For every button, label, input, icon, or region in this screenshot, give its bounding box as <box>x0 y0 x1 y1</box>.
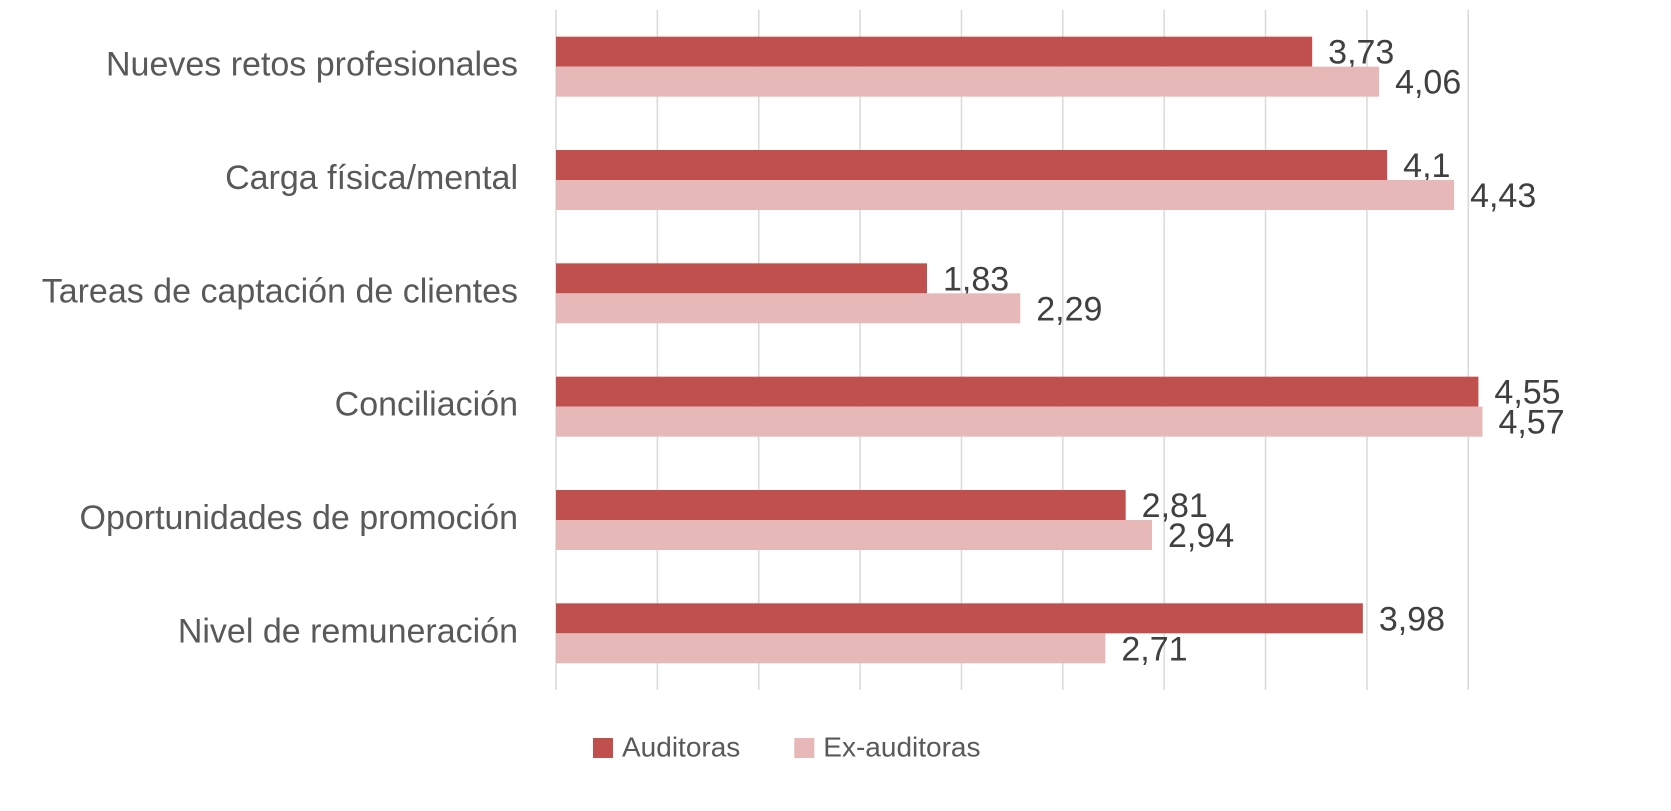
category-label: Nivel de remuneración <box>178 612 518 650</box>
bar <box>556 633 1106 664</box>
category-label: Carga física/mental <box>225 159 518 197</box>
bar <box>556 406 1483 437</box>
data-label: 2,71 <box>1121 630 1187 668</box>
data-label: 2,94 <box>1168 517 1234 555</box>
bar <box>556 36 1313 67</box>
legend-label: Ex-auditoras <box>823 731 980 762</box>
bar <box>556 263 927 294</box>
data-label: 4,43 <box>1470 177 1536 215</box>
bar <box>556 520 1153 550</box>
bar <box>556 603 1363 634</box>
category-label: Conciliación <box>335 386 518 424</box>
category-label: Nueves retos profesionales <box>106 46 518 84</box>
data-label: 4,55 <box>1494 374 1560 412</box>
legend-swatch <box>794 738 815 758</box>
data-label: 4,57 <box>1498 404 1564 442</box>
data-label: 2,29 <box>1036 290 1102 328</box>
data-label: 1,83 <box>943 260 1009 298</box>
data-label: 2,81 <box>1142 487 1208 525</box>
legend-swatch <box>593 738 613 758</box>
data-label: 4,1 <box>1403 147 1450 185</box>
bar <box>556 180 1455 210</box>
bar <box>556 293 1021 324</box>
data-label: 4,06 <box>1395 64 1461 102</box>
bar <box>556 490 1126 520</box>
data-label: 3,73 <box>1328 34 1394 72</box>
category-label: Oportunidades de promoción <box>80 499 519 537</box>
bar <box>556 66 1380 97</box>
bar <box>556 376 1479 407</box>
data-label: 3,98 <box>1379 600 1445 638</box>
category-label: Tareas de captación de clientes <box>42 272 518 310</box>
legend-label: Auditoras <box>622 731 740 762</box>
bar <box>556 150 1388 180</box>
